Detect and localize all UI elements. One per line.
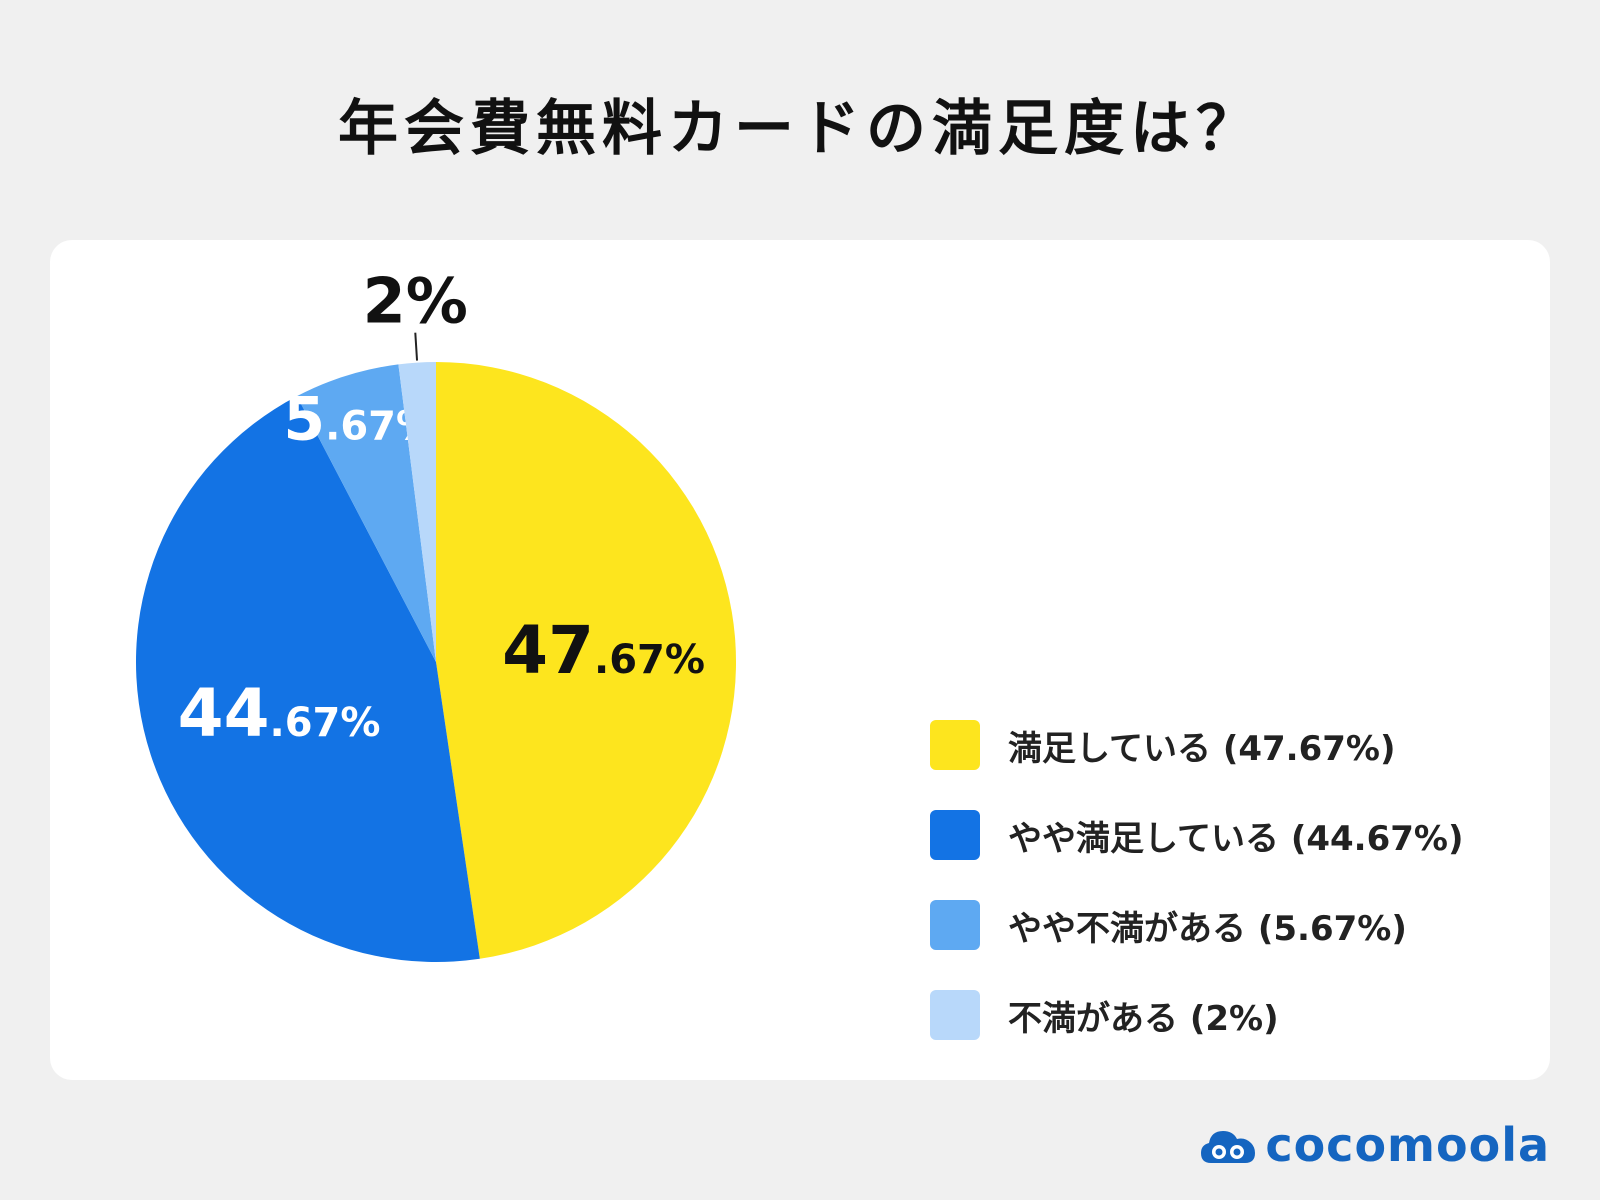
- chart-legend: 満足している (47.67%) やや満足している (44.67%) やや不満があ…: [930, 720, 1464, 1040]
- pie-slice: [398, 362, 436, 662]
- slice-label: 2%: [363, 265, 468, 338]
- cloud-logo-icon: [1201, 1131, 1256, 1163]
- leader-line: [414, 332, 419, 361]
- legend-item: 不満がある (2%): [930, 990, 1464, 1040]
- pie-slice: [135, 396, 480, 963]
- pie-chart: 47.67%44.67%5.67%2%: [135, 265, 737, 963]
- legend-swatch: [930, 720, 980, 770]
- legend-swatch: [930, 810, 980, 860]
- logo-text: cocomoola: [1265, 1118, 1550, 1172]
- legend-item: やや不満がある (5.67%): [930, 900, 1464, 950]
- slice-label: 44.67%: [178, 675, 381, 752]
- legend-label: 満足している (47.67%): [1008, 728, 1396, 769]
- chart-title: 年会費無料カードの満足度は？: [338, 94, 1262, 164]
- legend-swatch: [930, 990, 980, 1040]
- legend-item: 満足している (47.67%): [930, 720, 1464, 770]
- slice-label: 47.67%: [502, 612, 705, 689]
- legend-swatch: [930, 900, 980, 950]
- legend-label: やや不満がある (5.67%): [1008, 908, 1407, 949]
- pie-slice: [436, 362, 737, 959]
- legend-label: やや満足している (44.67%): [1008, 818, 1464, 859]
- legend-item: やや満足している (44.67%): [930, 810, 1464, 860]
- brand-logo: cocomoola: [1199, 1118, 1550, 1172]
- legend-label: 不満がある (2%): [1008, 998, 1279, 1039]
- chart-card: 47.67% 44.67% 5.67% 2% 満足している (47.67%) やや満足…: [50, 240, 1550, 1080]
- pie-slice: [296, 364, 436, 662]
